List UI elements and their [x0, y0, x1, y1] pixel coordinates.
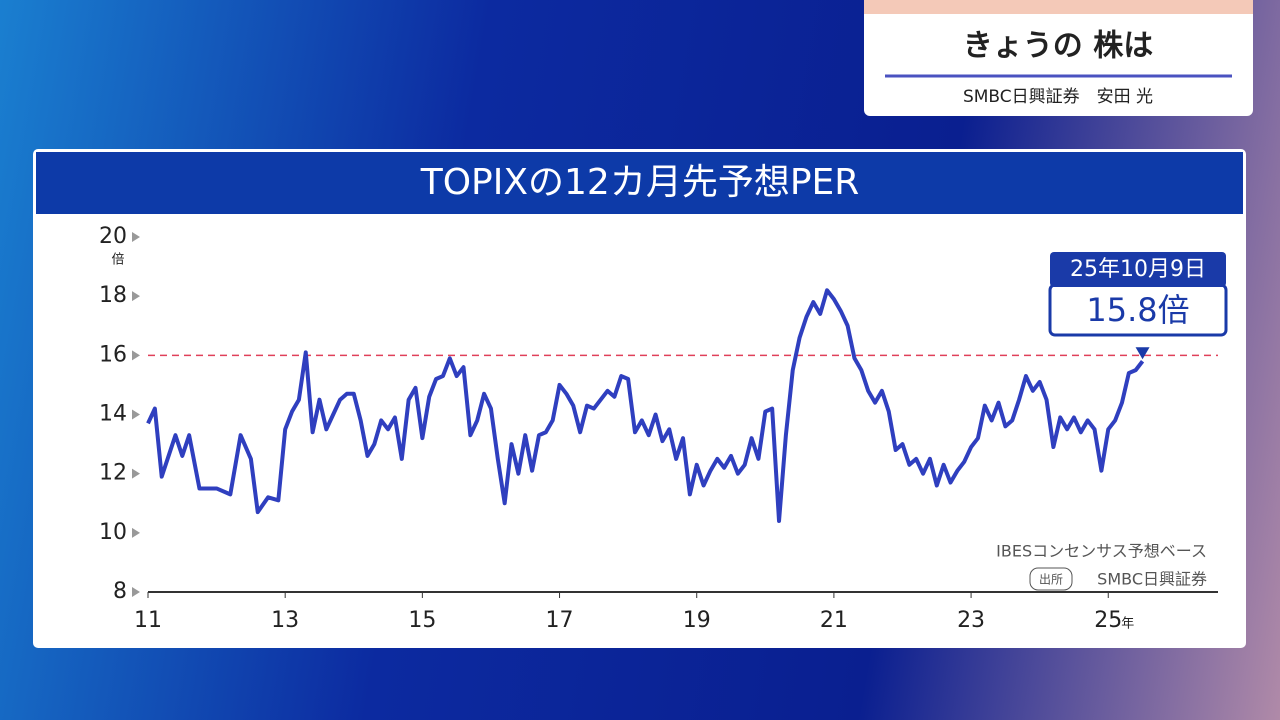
y-tick-mark	[132, 350, 140, 361]
x-tick-label: 17	[546, 608, 574, 633]
y-tick-mark	[132, 468, 140, 479]
y-tick-mark	[132, 291, 140, 302]
source: SMBC日興証券	[1097, 570, 1207, 589]
source-label: 出所	[1039, 573, 1063, 587]
x-tick-label: 25	[1094, 608, 1122, 633]
x-unit: 年	[1121, 617, 1134, 632]
y-tick-label: 8	[113, 579, 127, 604]
header-strip	[864, 0, 1253, 14]
y-tick-mark	[132, 409, 140, 420]
x-tick-label: 21	[820, 608, 848, 633]
annotation-label: 15.8倍	[1086, 291, 1189, 329]
data-line	[146, 288, 1145, 523]
x-tick-label: 15	[408, 608, 436, 633]
source-badge	[1029, 567, 1073, 591]
x-tick-label: 19	[683, 608, 711, 633]
y-tick-mark	[132, 527, 140, 538]
x-tick-label: 13	[271, 608, 299, 633]
y-tick-label: 16	[99, 342, 127, 367]
title-bar	[36, 152, 1243, 214]
x-tick-label: 23	[957, 608, 985, 633]
annotation-pointer	[1135, 347, 1150, 360]
y-tick-mark	[132, 587, 140, 597]
header-title: きょうの 株は	[963, 29, 1153, 64]
chart-title: TOPIXの12カ月先予想PER	[420, 162, 860, 203]
y-tick-label: 10	[99, 520, 127, 545]
y-tick-label: 14	[99, 402, 127, 427]
x-tick-label: 11	[134, 608, 162, 633]
chart-panel	[33, 149, 1246, 648]
note: IBESコンセンサス予想ベース	[996, 542, 1207, 561]
annotation-date-bg	[1050, 252, 1226, 287]
y-tick-label: 20	[99, 224, 127, 249]
y-tick-mark	[132, 232, 140, 242]
y-tick-label: 18	[99, 283, 127, 308]
annotation-date: 25年10月9日	[1070, 257, 1206, 282]
y-unit: 倍	[111, 253, 124, 268]
y-tick-label: 12	[99, 461, 127, 486]
header-box	[864, 0, 1253, 116]
header-subtitle: SMBC日興証券 安田 光	[963, 87, 1153, 107]
